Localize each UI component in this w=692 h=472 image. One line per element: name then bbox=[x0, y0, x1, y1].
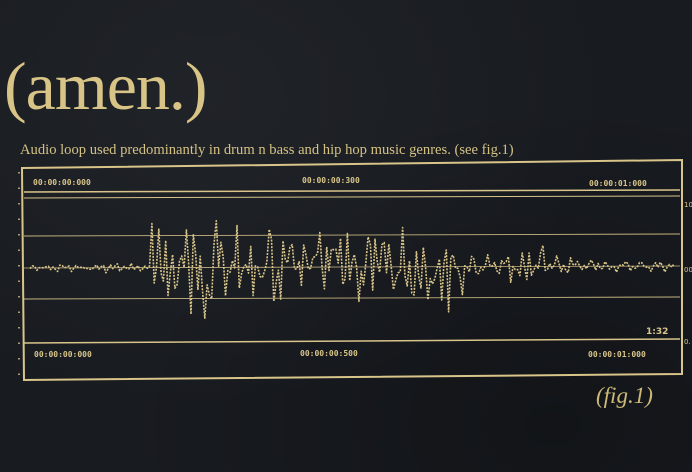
bottom-timestamp-start: 00:00:00:000 bbox=[34, 350, 92, 359]
waveform-line bbox=[29, 220, 675, 320]
top-timestamp-start: 00:00:00:000 bbox=[33, 178, 91, 187]
guide-line-3 bbox=[23, 296, 681, 300]
top-timestamp-mid: 00:00:00:300 bbox=[302, 176, 360, 185]
side-label-top: 10 bbox=[684, 201, 692, 209]
bottom-band-line bbox=[23, 338, 681, 344]
page-title: (amen.) bbox=[4, 48, 208, 124]
side-label-bottom: 0. bbox=[684, 338, 691, 346]
bottom-timestamp-mid: 00:00:00:500 bbox=[300, 349, 358, 358]
bottom-timestamp-end: 00:00:01:000 bbox=[588, 350, 646, 359]
top-timestamp-end: 00:00:01:000 bbox=[589, 179, 647, 188]
definition-text: Audio loop used predominantly in drum n … bbox=[20, 142, 514, 158]
top-band-line bbox=[23, 189, 681, 193]
side-label-mid: 00 bbox=[684, 266, 692, 274]
duration-label: 1:32 bbox=[646, 327, 668, 337]
figure-frame bbox=[20, 158, 683, 382]
waveform-trace bbox=[29, 220, 675, 320]
guide-line-1 bbox=[23, 233, 681, 237]
figure-label: (fig.1) bbox=[596, 383, 653, 408]
top-band-line-2 bbox=[23, 195, 681, 199]
